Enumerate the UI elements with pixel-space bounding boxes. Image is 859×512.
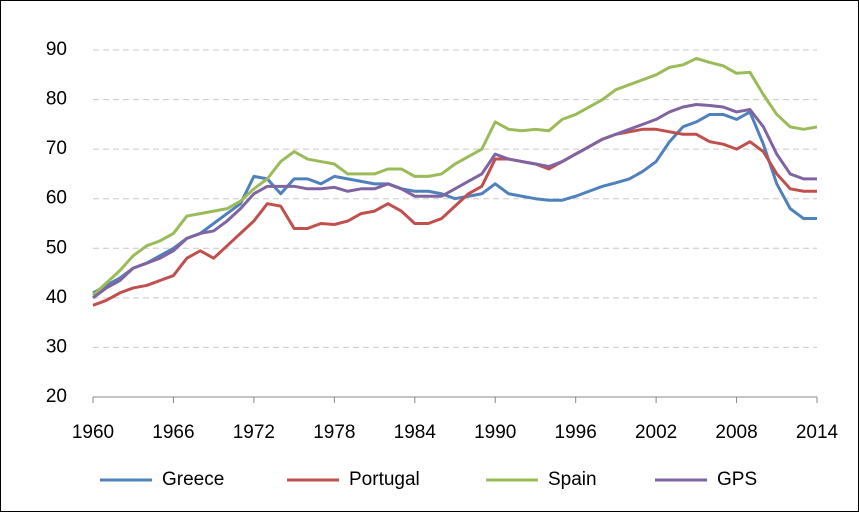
y-tick-label: 70 [46, 138, 67, 159]
legend-label: GPS [717, 469, 757, 490]
x-tick-label: 1966 [152, 422, 194, 443]
y-tick-label: 60 [46, 188, 67, 209]
x-tick-label: 2014 [796, 422, 839, 443]
x-tick-label: 1972 [233, 422, 275, 443]
x-tick-label: 2008 [715, 422, 757, 443]
x-tick-label: 1996 [555, 422, 597, 443]
series-line [92, 103, 817, 300]
y-tick-label: 40 [46, 287, 67, 308]
legend-label: Greece [162, 469, 224, 490]
x-tick-label: 1978 [313, 422, 355, 443]
series-line [92, 110, 817, 295]
y-tick-label: 30 [46, 336, 67, 357]
x-tick-label: 1960 [72, 422, 114, 443]
x-tick-label: 1984 [394, 422, 437, 443]
series-line [91, 56, 818, 297]
y-tick-label: 90 [46, 39, 67, 60]
legend-label: Portugal [349, 469, 420, 490]
y-tick-label: 20 [46, 386, 67, 407]
x-tick-label: 1990 [474, 422, 516, 443]
series-line [92, 127, 817, 307]
x-tick-label: 2002 [635, 422, 677, 443]
y-tick-label: 50 [46, 237, 67, 258]
y-tick-label: 80 [46, 89, 67, 110]
legend-label: Spain [548, 469, 597, 490]
